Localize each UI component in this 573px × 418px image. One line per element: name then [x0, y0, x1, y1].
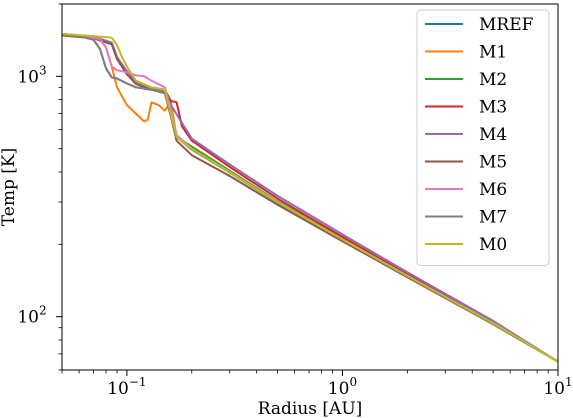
x-axis-label: Radius [AU]: [258, 399, 363, 418]
y-tick-label: 103: [17, 63, 46, 87]
x-tick-label: 101: [543, 375, 572, 399]
x-tick-label: 100: [328, 375, 357, 399]
legend-label-m5: M5: [479, 153, 507, 173]
legend-label-m6: M6: [479, 180, 507, 200]
legend-label-m7: M7: [479, 208, 507, 228]
legend-label-m0: M0: [479, 235, 507, 255]
plot-frame: [61, 3, 559, 371]
legend-box: [416, 9, 550, 266]
series-line-m0: [61, 33, 559, 363]
tick-layer: 10−1 100 101 102 103: [17, 3, 573, 399]
legend-label-m2: M2: [479, 70, 507, 90]
legend-label-m3: M3: [479, 98, 507, 118]
legend-label-mref: MREF: [479, 15, 534, 35]
y-tick-label: 102: [17, 304, 46, 328]
x-tick-label: 10−1: [107, 375, 146, 399]
legend-label-m1: M1: [479, 43, 507, 63]
y-axis-label: Temp [K]: [0, 148, 19, 226]
legend: MREF M1 M2 M3 M4 M5 M6 M7 M0: [416, 9, 550, 266]
series-layer: [61, 33, 559, 363]
legend-label-m4: M4: [479, 125, 507, 145]
